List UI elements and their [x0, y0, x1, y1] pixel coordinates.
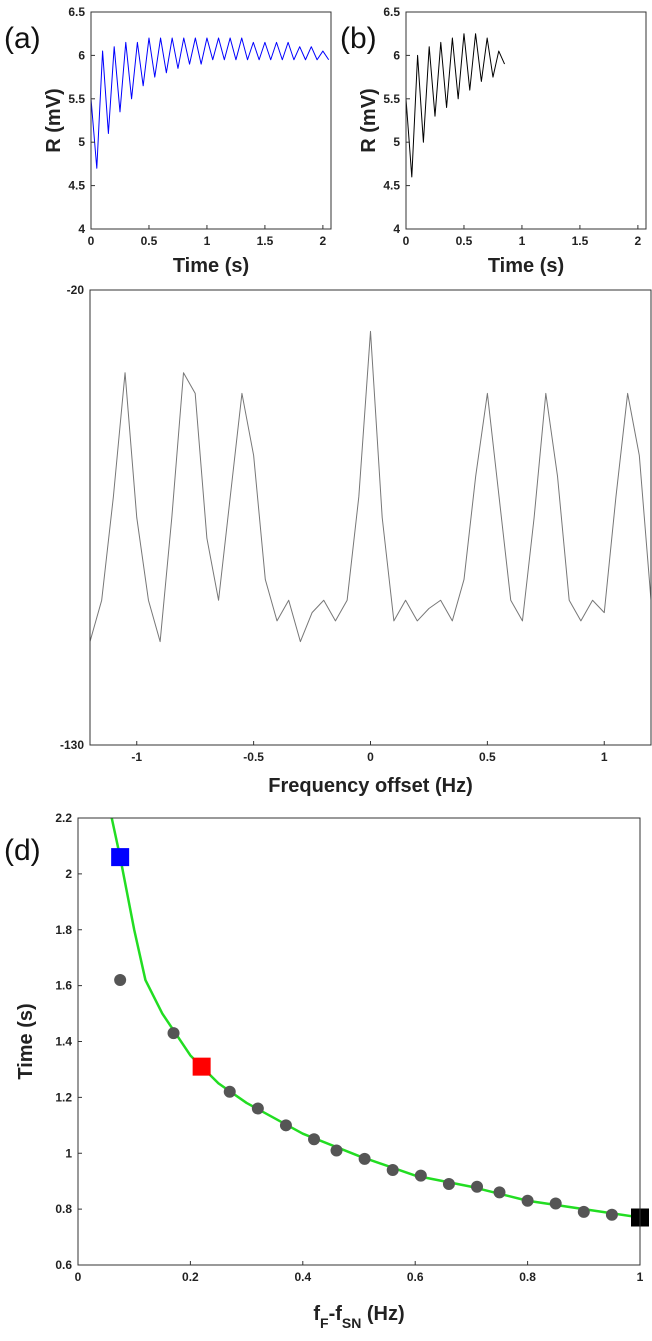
signal-line	[406, 33, 506, 178]
y-tick-label: 1.8	[55, 923, 72, 937]
data-point	[605, 1208, 618, 1221]
data-point	[330, 1144, 343, 1157]
x-axis-label: fF-fSN (Hz)	[313, 1303, 404, 1331]
y-tick-label: 0.6	[55, 1258, 72, 1272]
x-tick-label: 1.5	[257, 234, 274, 248]
y-axis-label: R (mV)	[43, 88, 65, 152]
y-tick-label: 5.5	[68, 92, 85, 106]
data-point	[386, 1164, 399, 1177]
x-axis-label: Frequency offset (Hz)	[268, 775, 472, 797]
data-point	[493, 1186, 506, 1199]
y-tick-label: 6	[78, 48, 85, 62]
plot-area	[406, 33, 506, 178]
highlight-square	[111, 848, 130, 867]
x-tick-label: 2	[635, 234, 642, 248]
data-point	[114, 974, 127, 987]
x-tick-label: 1	[204, 234, 211, 248]
panel-3	[110, 817, 649, 1227]
x-axis-label-part: SN	[342, 1315, 361, 1331]
x-tick-label: 1	[519, 234, 526, 248]
signal-line	[90, 330, 651, 643]
y-tick-label: -20	[67, 283, 85, 297]
plot-area	[90, 330, 651, 643]
panel-label: (b)	[340, 22, 377, 55]
panel-label: (d)	[4, 834, 41, 867]
y-tick-label: 1.4	[55, 1035, 72, 1049]
x-axis-label-part: (Hz)	[361, 1303, 404, 1325]
highlight-square	[192, 1057, 211, 1076]
data-point	[358, 1152, 371, 1165]
data-point	[442, 1177, 455, 1190]
data-point	[308, 1133, 321, 1146]
x-tick-label: 0.5	[456, 234, 473, 248]
axes-frame	[405, 11, 647, 230]
y-tick-label: 0.8	[55, 1202, 72, 1216]
y-tick-label: 2	[65, 867, 72, 881]
y-axis-label: R (mV)	[358, 88, 380, 152]
x-tick-label: -1	[131, 750, 142, 764]
x-tick-label: -0.5	[243, 750, 264, 764]
y-tick-label: 6.5	[383, 5, 400, 19]
x-tick-label: 0	[88, 234, 95, 248]
x-tick-label: 2	[320, 234, 327, 248]
x-tick-label: 0.2	[182, 1270, 199, 1284]
panel-1	[406, 33, 506, 178]
y-tick-label: -130	[60, 738, 84, 752]
data-point	[223, 1085, 236, 1098]
panel-label: (a)	[4, 22, 41, 55]
x-tick-label: 1	[601, 750, 608, 764]
x-tick-label: 0.5	[141, 234, 158, 248]
axes-frame	[89, 289, 652, 746]
y-tick-label: 5	[78, 135, 85, 149]
x-axis-label: Time (s)	[173, 255, 249, 277]
x-tick-label: 0	[75, 1270, 82, 1284]
y-axis-label: Time (s)	[15, 1003, 37, 1079]
y-tick-label: 1	[65, 1146, 72, 1160]
x-axis-label-part: -f	[329, 1303, 343, 1325]
x-axis-label-part: f	[313, 1303, 320, 1325]
fit-line	[110, 817, 641, 1219]
y-tick-label: 6.5	[68, 5, 85, 19]
y-tick-label: 4.5	[383, 179, 400, 193]
x-tick-label: 1.5	[572, 234, 589, 248]
y-tick-label: 4	[393, 222, 400, 236]
signal-line	[91, 37, 330, 169]
data-point	[414, 1169, 427, 1182]
x-axis-label-part: F	[320, 1315, 329, 1331]
x-tick-label: 0.6	[407, 1270, 424, 1284]
y-tick-label: 1.6	[55, 979, 72, 993]
data-point	[577, 1205, 590, 1218]
y-tick-label: 4.5	[68, 179, 85, 193]
data-point	[279, 1119, 292, 1132]
x-tick-label: 0.5	[479, 750, 496, 764]
axes-frame	[90, 11, 332, 230]
y-tick-label: 5.5	[383, 92, 400, 106]
data-point	[471, 1180, 484, 1193]
x-tick-label: 0.8	[519, 1270, 536, 1284]
x-tick-label: 0	[403, 234, 410, 248]
data-point	[549, 1197, 562, 1210]
data-point	[167, 1027, 180, 1040]
x-tick-label: 0.4	[294, 1270, 311, 1284]
x-tick-label: 0	[367, 750, 374, 764]
y-tick-label: 4	[78, 222, 85, 236]
y-tick-label: 2.2	[55, 811, 72, 825]
panel-2	[90, 330, 651, 643]
y-tick-label: 1.2	[55, 1090, 72, 1104]
y-tick-label: 6	[393, 48, 400, 62]
plot-area	[91, 37, 330, 169]
data-point	[251, 1102, 264, 1115]
y-tick-label: 5	[393, 135, 400, 149]
panel-0	[91, 37, 330, 169]
data-point	[521, 1194, 534, 1207]
x-tick-label: 1	[637, 1270, 644, 1284]
x-axis-label: Time (s)	[488, 255, 564, 277]
